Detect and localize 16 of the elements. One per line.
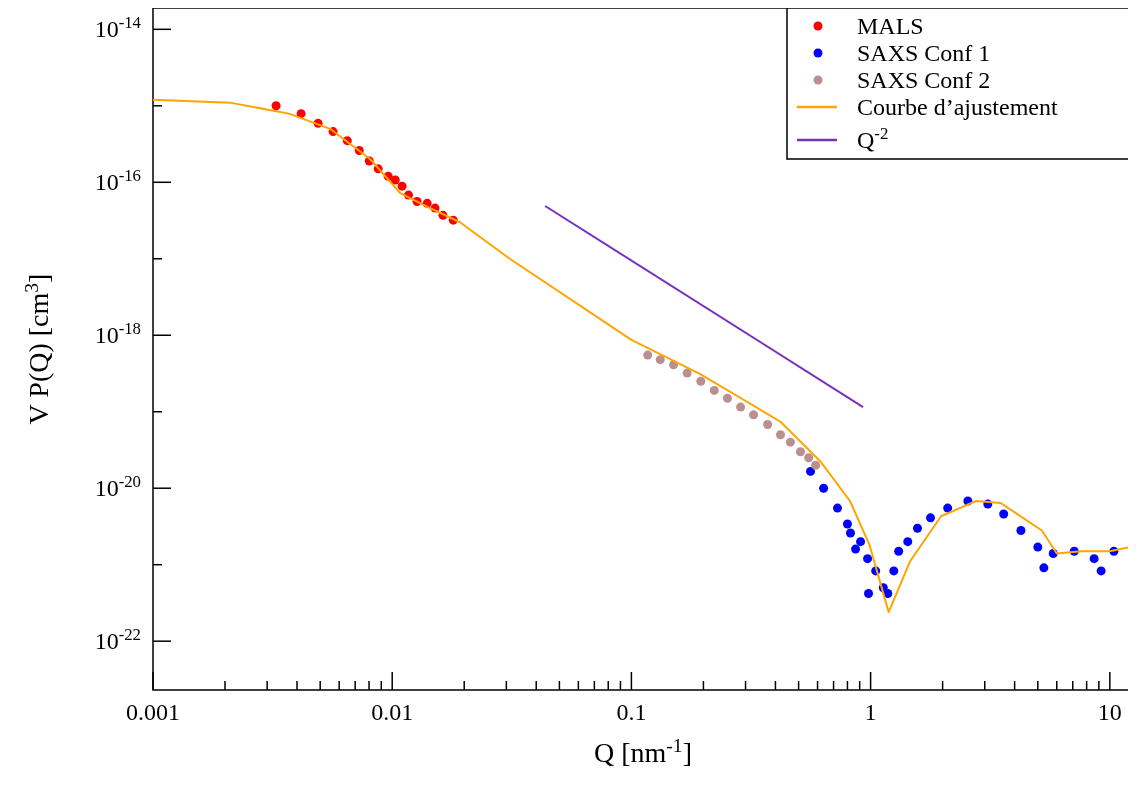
y-tick-label: 10$^{-22}$ [94, 624, 141, 655]
x-tick-label: 10 [1097, 699, 1122, 725]
x-tick-label: 0.1 [616, 699, 647, 725]
x-axis-title: Q [nm$^{-1}$] [594, 734, 692, 768]
x-tick-label: 0.01 [371, 699, 414, 725]
x-tick-label: 0.001 [126, 699, 180, 725]
legend-label: MALS [857, 13, 924, 39]
y-tick-label: 10$^{-20}$ [94, 471, 141, 502]
y-tick-label: 10$^{-18}$ [94, 318, 141, 349]
x-tick-label: 1 [864, 699, 877, 725]
legend-label: Q$^{-2}$ [857, 123, 889, 153]
legend-label: SAXS Conf 1 [857, 40, 991, 66]
legend-label: Courbe d’ajustement [857, 94, 1058, 120]
legend-label: SAXS Conf 2 [857, 67, 991, 93]
y-tick-label: 10$^{-16}$ [94, 165, 141, 196]
y-tick-label: 10$^{-14}$ [94, 12, 142, 43]
